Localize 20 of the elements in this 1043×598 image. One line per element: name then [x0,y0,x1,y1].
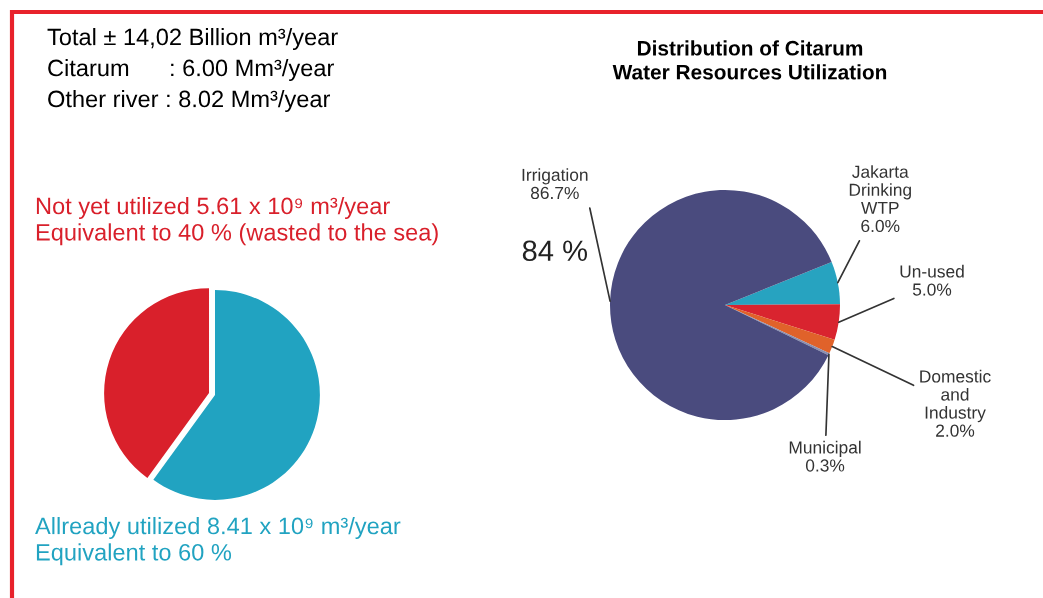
text: Other river : 8.02 Mm³/year [48,90,331,113]
slice-label: Allready utilized 8.41 x 10⁹ m³/year Equivalent to 60 % [35,517,401,566]
data-label: 0.3% [805,459,845,472]
data-label: 86.7% [530,186,579,200]
data-label: 6.0% [861,219,900,233]
pie-slice [610,190,832,420]
text: Total ± 14,02 Billion m³/year [47,28,338,51]
slice-label: Domestic and Industry [920,369,991,423]
slice-label: Not yet utilized 5.61 x 10⁹ m³/year Equivalent to 40 % (wasted to the sea) [36,197,438,246]
text: Citarum : 6.00 Mm³/year [48,59,334,82]
data-label: 5.0% [912,283,952,296]
data-label: 2.0% [936,424,975,437]
slice-label: Irrigation [522,168,588,185]
text: 84 % [522,240,587,262]
chart-title: Distribution of Citarum Water Resources Utilization [612,40,887,80]
slice-label: Un-used [900,264,964,278]
slice-label: Jakarta Drinking WTP [849,165,911,214]
pie-slice [725,261,840,305]
slice-label: Municipal [789,440,861,458]
pie-slice [725,304,840,340]
